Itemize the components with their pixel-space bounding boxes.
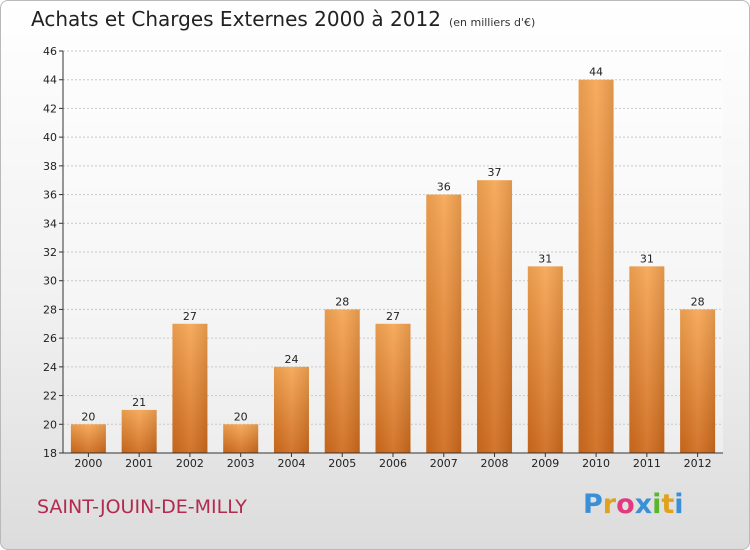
x-tick-label: 2003: [227, 457, 255, 470]
x-tick-label: 2010: [582, 457, 610, 470]
bar-value-label: 24: [284, 353, 298, 366]
x-tick-label: 2012: [684, 457, 712, 470]
logo-letter: o: [616, 489, 635, 520]
bar-shade: [273, 366, 309, 453]
chart-title: Achats et Charges Externes 2000 à 2012 (e…: [31, 7, 535, 31]
y-tick-label: 20: [43, 418, 57, 431]
bar-value-label: 36: [437, 181, 451, 194]
x-tick-label: 2002: [176, 457, 204, 470]
bar-shade: [121, 409, 157, 453]
bar-value-label: 27: [386, 310, 400, 323]
chart-title-text: Achats et Charges Externes 2000 à 2012: [31, 7, 441, 31]
y-tick-label: 18: [43, 447, 57, 460]
y-tick-label: 32: [43, 246, 57, 259]
bar-shade: [223, 424, 259, 453]
x-tick-label: 2004: [277, 457, 305, 470]
bar-value-label: 20: [81, 410, 95, 423]
bar-value-label: 20: [234, 410, 248, 423]
bar-shade: [629, 266, 665, 453]
logo-letter: P: [583, 489, 603, 520]
logo-letter: i: [674, 489, 684, 520]
y-tick-label: 26: [43, 332, 57, 345]
bar-shade: [477, 180, 513, 453]
bar-value-label: 44: [589, 66, 603, 79]
y-tick-label: 24: [43, 361, 57, 374]
y-tick-label: 42: [43, 102, 57, 115]
bar-value-label: 21: [132, 396, 146, 409]
bar-value-label: 28: [335, 295, 349, 308]
bar-shade: [680, 309, 716, 453]
x-tick-label: 2005: [328, 457, 356, 470]
bar-shade: [578, 79, 614, 453]
x-tick-label: 2008: [481, 457, 509, 470]
y-tick-label: 46: [43, 45, 57, 58]
y-tick-label: 40: [43, 131, 57, 144]
chart-subtitle: (en milliers d'€): [448, 16, 536, 29]
bar-value-label: 28: [691, 295, 705, 308]
x-tick-label: 2000: [74, 457, 102, 470]
bar-value-label: 31: [640, 252, 654, 265]
x-tick-label: 2009: [531, 457, 559, 470]
y-tick-label: 22: [43, 390, 57, 403]
bar-shade: [70, 424, 106, 453]
bar-value-label: 37: [488, 166, 502, 179]
x-tick-label: 2011: [633, 457, 661, 470]
x-tick-label: 2006: [379, 457, 407, 470]
logo-letter: x: [634, 489, 653, 520]
y-tick-label: 30: [43, 275, 57, 288]
logo-letter: t: [661, 489, 675, 520]
bar-value-label: 27: [183, 310, 197, 323]
x-tick-label: 2007: [430, 457, 458, 470]
y-tick-label: 44: [43, 74, 57, 87]
bar-value-label: 31: [538, 252, 552, 265]
proxiti-logo: Proxiti: [583, 489, 684, 520]
bar-shade: [426, 194, 462, 454]
y-tick-label: 36: [43, 189, 57, 202]
bar-shade: [375, 323, 411, 453]
logo-letter: r: [602, 489, 617, 520]
y-tick-label: 34: [43, 217, 57, 230]
x-tick-label: 2001: [125, 457, 153, 470]
bar-shade: [324, 309, 360, 453]
logo-letter: i: [652, 489, 662, 520]
y-tick-label: 38: [43, 160, 57, 173]
bar-shade: [172, 323, 208, 453]
y-tick-label: 28: [43, 303, 57, 316]
bar-shade: [527, 266, 563, 453]
place-name: SAINT-JOUIN-DE-MILLY: [37, 496, 247, 518]
